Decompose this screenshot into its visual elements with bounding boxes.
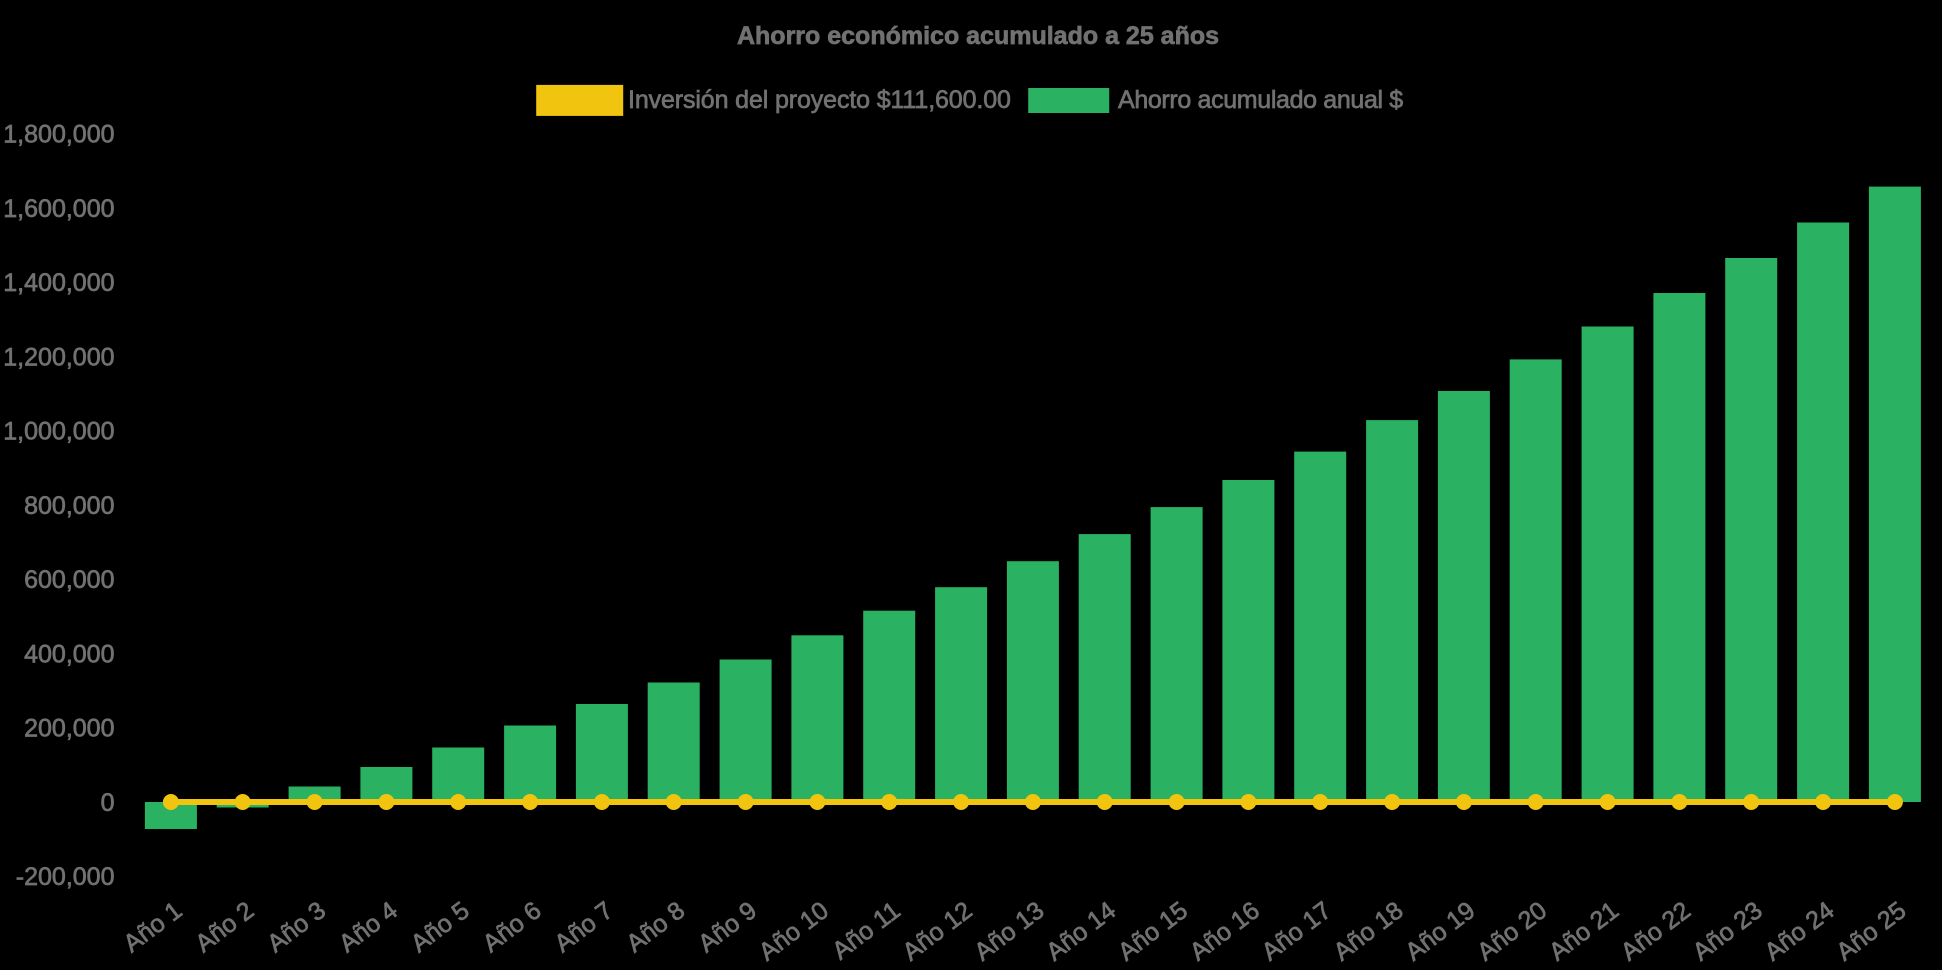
svg-text:1,400,000: 1,400,000 (3, 269, 114, 297)
svg-text:800,000: 800,000 (24, 492, 114, 520)
svg-text:1,600,000: 1,600,000 (3, 195, 114, 223)
svg-text:200,000: 200,000 (24, 715, 114, 743)
svg-text:400,000: 400,000 (24, 640, 114, 668)
svg-text:Ahorro económico acumulado a 2: Ahorro económico acumulado a 25 años (737, 22, 1219, 50)
svg-text:1,800,000: 1,800,000 (3, 121, 114, 149)
svg-text:Inversión del proyecto $111,60: Inversión del proyecto $111,600.00 (628, 86, 1011, 114)
svg-text:600,000: 600,000 (24, 566, 114, 594)
svg-text:Ahorro acumulado anual $: Ahorro acumulado anual $ (1118, 86, 1403, 114)
svg-text:-200,000: -200,000 (16, 863, 115, 891)
svg-text:0: 0 (101, 789, 115, 817)
svg-text:1,200,000: 1,200,000 (3, 343, 114, 371)
svg-text:1,000,000: 1,000,000 (3, 418, 114, 446)
